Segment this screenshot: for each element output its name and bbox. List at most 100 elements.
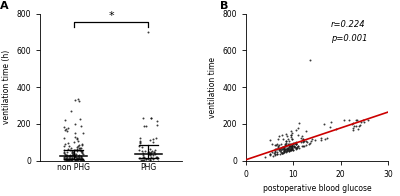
Point: [139, 150, 146, 153]
Point: [285, 147, 292, 150]
Point: [141, 155, 147, 158]
Point: [270, 154, 276, 157]
Point: [63, 154, 70, 157]
Point: [292, 146, 299, 150]
Point: [63, 158, 70, 161]
Point: [287, 147, 294, 150]
Point: [72, 135, 78, 139]
Point: [62, 119, 68, 122]
Point: [273, 143, 279, 146]
Point: [138, 159, 144, 162]
Point: [311, 139, 318, 142]
Point: [275, 144, 281, 147]
Point: [64, 151, 70, 154]
Point: [152, 148, 158, 152]
Point: [281, 149, 287, 152]
Point: [276, 144, 282, 147]
Point: [148, 116, 154, 119]
Point: [69, 156, 75, 159]
Point: [78, 146, 84, 150]
Point: [154, 157, 161, 160]
Point: [277, 150, 283, 153]
Point: [146, 138, 153, 142]
Point: [61, 126, 68, 129]
Point: [269, 151, 275, 154]
Point: [65, 127, 72, 130]
Point: [288, 133, 294, 136]
Point: [281, 151, 287, 154]
Point: [300, 139, 307, 142]
Point: [281, 144, 288, 147]
Point: [292, 141, 298, 144]
Point: [71, 140, 78, 143]
Point: [71, 156, 78, 159]
Point: [69, 151, 76, 154]
Point: [66, 145, 72, 148]
Point: [281, 149, 287, 152]
Point: [278, 148, 284, 151]
Point: [306, 142, 312, 146]
Point: [303, 140, 310, 143]
Point: [137, 156, 143, 159]
Point: [288, 144, 294, 148]
Point: [62, 154, 68, 158]
Point: [289, 144, 295, 148]
Point: [274, 137, 281, 141]
Point: [282, 148, 289, 152]
Y-axis label: ventilation time: ventilation time: [208, 57, 217, 118]
Point: [358, 121, 364, 124]
Point: [79, 159, 86, 162]
Point: [286, 148, 293, 151]
Point: [279, 151, 285, 154]
Point: [321, 122, 327, 125]
Point: [71, 149, 77, 152]
Point: [300, 145, 306, 148]
Point: [318, 139, 325, 142]
Point: [295, 144, 302, 147]
Point: [72, 156, 78, 159]
Point: [64, 153, 70, 157]
Point: [296, 146, 302, 149]
Point: [74, 137, 80, 141]
Point: [80, 158, 86, 161]
Point: [298, 140, 304, 143]
Point: [68, 146, 74, 149]
Point: [275, 147, 282, 150]
Point: [289, 147, 296, 150]
Point: [280, 146, 286, 149]
Point: [293, 129, 300, 132]
Point: [272, 152, 278, 155]
Point: [80, 131, 86, 134]
Point: [280, 147, 287, 150]
Point: [291, 144, 297, 147]
Point: [154, 157, 160, 160]
Point: [61, 151, 67, 154]
Point: [143, 158, 149, 161]
Point: [309, 137, 315, 140]
Point: [290, 142, 297, 146]
Point: [137, 136, 143, 140]
Point: [272, 150, 278, 153]
Point: [286, 149, 292, 152]
Point: [75, 155, 82, 158]
Point: [143, 157, 149, 160]
Point: [61, 145, 68, 148]
Point: [322, 138, 328, 141]
Point: [278, 143, 284, 146]
Point: [341, 119, 348, 122]
Point: [289, 144, 295, 147]
Point: [280, 138, 286, 141]
Point: [146, 159, 153, 162]
Point: [287, 144, 294, 147]
Point: [303, 130, 309, 133]
Point: [274, 151, 280, 154]
Point: [287, 145, 293, 148]
Text: A: A: [0, 1, 9, 11]
Point: [354, 127, 361, 131]
Point: [299, 135, 305, 138]
Point: [278, 151, 284, 154]
Point: [154, 156, 160, 159]
Point: [267, 152, 274, 156]
Point: [353, 119, 360, 122]
Point: [78, 157, 85, 160]
